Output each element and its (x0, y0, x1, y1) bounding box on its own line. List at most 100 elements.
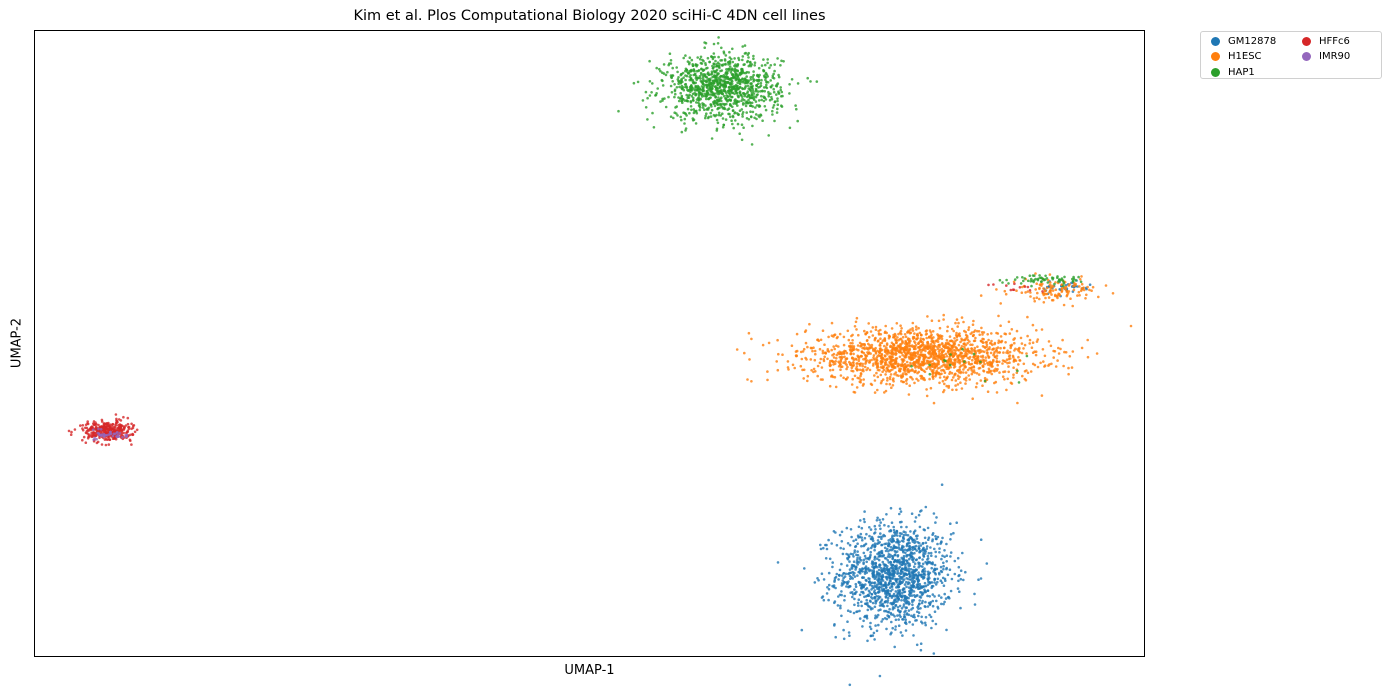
data-point (788, 126, 792, 130)
data-point (1034, 350, 1038, 354)
data-point (898, 355, 902, 359)
data-point (855, 368, 859, 372)
data-point (856, 610, 859, 613)
data-point (895, 566, 898, 569)
data-point (656, 87, 659, 90)
data-point (677, 79, 680, 83)
data-point (842, 376, 845, 380)
data-point (1040, 328, 1044, 331)
data-point (1029, 291, 1032, 294)
data-point (744, 71, 747, 75)
data-point (990, 332, 993, 335)
data-point (842, 547, 845, 551)
data-point (133, 430, 137, 434)
data-point (912, 362, 916, 366)
data-point (962, 356, 965, 359)
data-point (944, 352, 948, 356)
data-point (921, 562, 925, 566)
data-point (1025, 354, 1029, 358)
data-point (714, 59, 717, 63)
data-point (636, 80, 640, 84)
data-point (890, 350, 894, 354)
data-point (888, 572, 892, 576)
data-point (879, 373, 883, 377)
data-point (920, 601, 924, 605)
data-point (126, 422, 130, 426)
data-point (1014, 347, 1017, 351)
data-point (1003, 289, 1007, 293)
data-point (780, 59, 783, 63)
data-point (850, 383, 854, 386)
data-point (953, 337, 956, 340)
data-point (917, 563, 921, 566)
data-point (861, 570, 864, 573)
data-point (741, 97, 744, 101)
data-point (743, 87, 746, 91)
data-point (909, 328, 912, 331)
data-point (895, 581, 898, 584)
data-point (943, 577, 947, 581)
data-point (959, 381, 962, 385)
data-point (864, 356, 868, 360)
data-point (879, 354, 883, 358)
data-point (975, 372, 979, 375)
data-point (998, 278, 1002, 282)
data-point (909, 553, 912, 556)
data-point (755, 104, 759, 107)
data-point (834, 385, 838, 389)
data-point (837, 595, 840, 598)
data-point (840, 530, 844, 534)
data-point (1005, 278, 1008, 282)
data-point (966, 349, 970, 352)
data-point (899, 374, 903, 377)
data-point (1063, 287, 1067, 290)
data-point (922, 338, 925, 341)
data-point (886, 614, 889, 617)
data-point (669, 84, 673, 88)
data-point (684, 82, 688, 86)
data-point (765, 86, 769, 90)
data-point (743, 351, 746, 355)
data-point (872, 354, 876, 357)
data-point (839, 360, 843, 363)
data-point (839, 546, 842, 550)
data-point (940, 334, 944, 338)
data-point (925, 359, 929, 363)
data-point (858, 368, 862, 372)
data-point (673, 89, 677, 93)
data-point (995, 288, 998, 291)
data-point (1078, 285, 1081, 288)
data-point (679, 73, 683, 77)
data-point (646, 96, 649, 100)
data-point (946, 325, 949, 329)
data-point (884, 575, 888, 579)
data-point (916, 346, 920, 349)
data-point (1003, 359, 1006, 363)
data-point (700, 62, 704, 65)
data-point (901, 634, 904, 637)
data-point (696, 56, 699, 59)
data-point (698, 106, 702, 109)
data-point (931, 372, 934, 376)
data-point (1006, 361, 1009, 365)
data-point (711, 85, 714, 88)
data-point (918, 602, 921, 605)
data-point (812, 367, 816, 371)
data-point (1071, 350, 1075, 353)
data-point (853, 575, 857, 578)
data-point (866, 339, 869, 342)
data-point (736, 104, 739, 107)
data-point (913, 345, 916, 348)
data-point (1058, 279, 1061, 283)
data-point (987, 283, 990, 287)
data-point (847, 585, 850, 589)
data-point (908, 341, 911, 345)
data-point (908, 541, 911, 545)
data-point (752, 80, 755, 83)
data-point (1004, 332, 1008, 336)
data-point (710, 93, 714, 96)
data-point (853, 571, 856, 575)
data-point (900, 525, 903, 529)
data-point (958, 334, 962, 338)
data-point (747, 71, 751, 74)
